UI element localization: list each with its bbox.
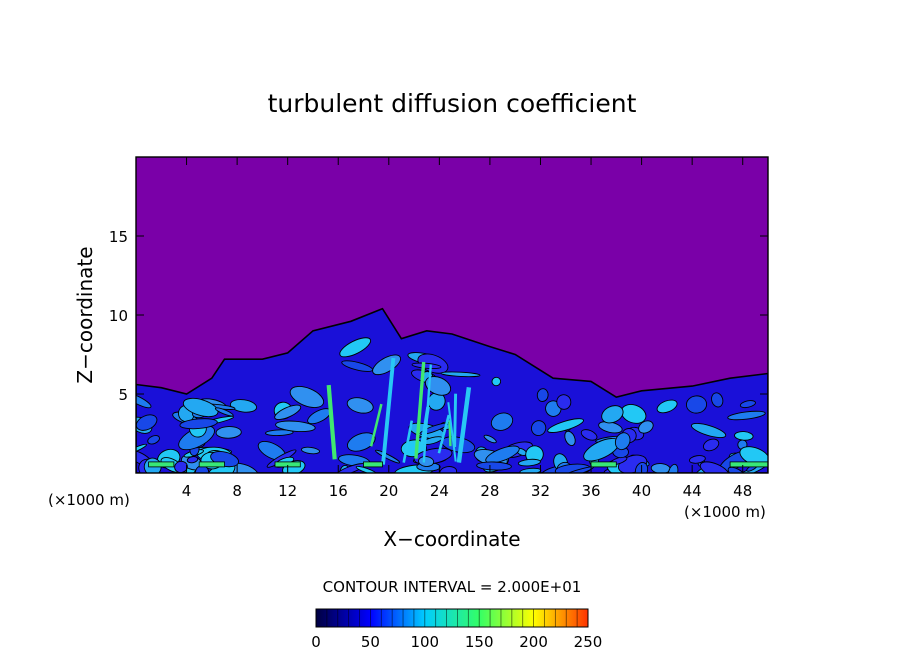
plume-strand	[456, 387, 472, 463]
contour-interval: CONTOUR INTERVAL = 2.000E+01	[323, 578, 582, 596]
contour-blob	[301, 446, 320, 455]
contour-blob	[147, 435, 160, 445]
x-tick-label: 4	[182, 482, 192, 500]
contour-blob	[536, 388, 549, 402]
ground-band	[363, 461, 383, 468]
contour-blob	[439, 466, 458, 473]
colorbar-tick-label: 200	[519, 633, 548, 651]
contour-blob	[274, 404, 302, 420]
contour-blob	[685, 395, 708, 414]
contour-blob	[341, 360, 374, 372]
colorbar-tick-label: 50	[361, 633, 380, 651]
contour-blob	[182, 397, 219, 418]
plume-strand	[326, 384, 337, 460]
contour-blob	[699, 461, 730, 473]
contour-blob	[424, 376, 452, 396]
contour-blob	[656, 399, 678, 414]
plume-strand	[447, 402, 457, 462]
contour-blob	[265, 429, 294, 436]
contour-blob	[638, 420, 654, 434]
plume-strand	[422, 364, 432, 463]
contour-blob	[517, 458, 541, 467]
ground-band	[729, 461, 768, 468]
plume-strand	[437, 414, 451, 454]
x-unit-left: (×1000 m)	[48, 491, 130, 509]
contour-blob	[418, 456, 435, 467]
colorbar-tick-label: 100	[410, 633, 439, 651]
contour-blob	[702, 438, 720, 452]
contour-blob	[727, 466, 746, 473]
colorbar-tick-label: 250	[574, 633, 603, 651]
plume-strand	[369, 403, 383, 447]
contour-blob	[275, 420, 316, 433]
y-tick-label: 5	[118, 386, 128, 404]
contour-blob	[440, 371, 481, 378]
contour-blob	[215, 426, 242, 439]
colorbar-tick-label: 0	[311, 633, 321, 651]
contour-blob	[564, 430, 576, 446]
contour-blob	[491, 376, 502, 387]
contour-blob	[375, 449, 401, 464]
contour-blob	[530, 420, 547, 436]
x-tick-label: 12	[278, 482, 297, 500]
contour-blob	[734, 431, 754, 441]
contour-blob	[490, 412, 514, 431]
contour-blob	[411, 362, 442, 370]
y-tick-label: 10	[109, 307, 128, 325]
colorbar-tick-label: 150	[465, 633, 494, 651]
contour-blob	[739, 400, 756, 409]
plot-field	[136, 157, 768, 473]
ground-band	[148, 461, 175, 468]
y-axis-label: Z−coordinate	[73, 246, 97, 383]
plume-strand	[414, 361, 426, 459]
x-tick-label: 8	[232, 482, 242, 500]
x-tick-label: 20	[379, 482, 398, 500]
contour-blob	[347, 432, 376, 452]
contour-blob	[476, 461, 512, 471]
contour-blob	[289, 386, 325, 408]
contour-blob	[547, 418, 584, 433]
contour-blob	[711, 392, 724, 408]
contour-blob	[346, 397, 374, 414]
x-tick-label: 40	[632, 482, 651, 500]
contour-blob	[339, 337, 372, 358]
x-axis-label: X−coordinate	[383, 527, 520, 551]
contour-blob	[614, 432, 631, 451]
contour-blob	[483, 434, 497, 444]
ground-band	[590, 461, 617, 468]
contour-blob	[556, 394, 572, 410]
plume-strand	[402, 420, 414, 463]
contour-blob	[136, 414, 158, 431]
colorbar-fill	[316, 609, 588, 627]
colorbar: 0 50 100 150 200 250	[311, 608, 603, 651]
y-tick-label: 15	[109, 228, 128, 246]
x-tick-label: 44	[683, 482, 702, 500]
contour-blob	[229, 399, 258, 413]
contour-blob	[485, 445, 520, 464]
plume-strand	[453, 393, 458, 448]
x-tick-label: 48	[733, 482, 752, 500]
contour-blob	[601, 405, 624, 424]
contour-blob	[727, 410, 766, 421]
contour-blob	[690, 423, 727, 438]
x-tick-label: 36	[581, 482, 600, 500]
x-tick-label: 16	[329, 482, 348, 500]
contour-blob	[580, 429, 598, 441]
x-tick-label: 24	[430, 482, 449, 500]
ground-band	[198, 461, 225, 468]
x-unit-right: (×1000 m)	[684, 503, 766, 521]
plume-strand	[381, 357, 396, 465]
x-tick-label: 28	[480, 482, 499, 500]
contour-blob	[689, 455, 706, 464]
chart-title: turbulent diffusion coefficient	[268, 89, 637, 118]
contour-blob	[136, 392, 152, 409]
colorbar-frame	[315, 608, 589, 628]
contour-blob	[214, 407, 234, 417]
plume-strand	[448, 420, 452, 447]
contour-blob	[179, 418, 218, 430]
x-tick-label: 32	[531, 482, 550, 500]
